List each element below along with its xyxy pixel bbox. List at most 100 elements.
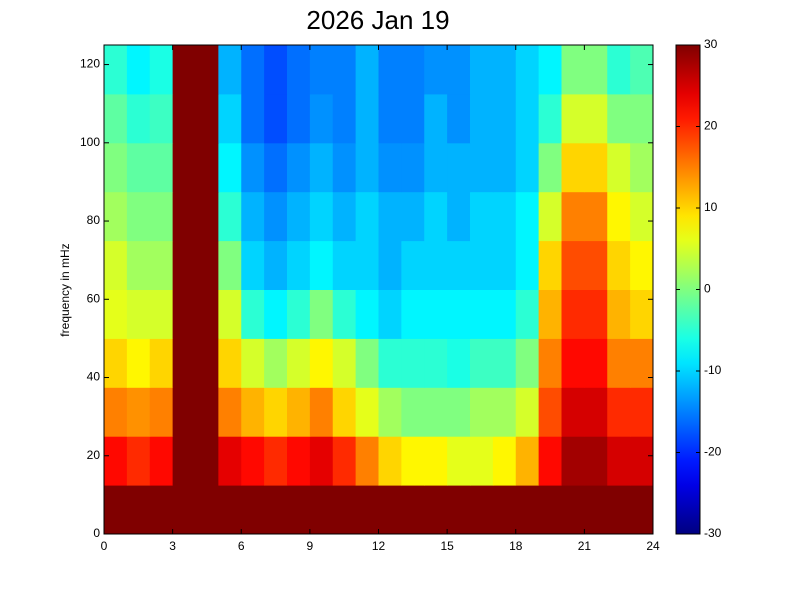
heatmap-cell	[218, 387, 242, 437]
heatmap-cell	[561, 45, 585, 95]
heatmap-cell	[264, 142, 288, 193]
heatmap-cell	[607, 93, 631, 144]
heatmap-cell	[492, 45, 517, 95]
y-axis-label: frequency in mHz	[58, 243, 72, 336]
heatmap-cell	[424, 338, 448, 388]
heatmap-cell	[264, 436, 288, 486]
heatmap-cell	[287, 142, 311, 193]
heatmap-cell	[264, 240, 288, 290]
heatmap-cell	[584, 387, 608, 437]
heatmap-cell	[584, 191, 608, 242]
heatmap-cell	[492, 142, 517, 193]
heatmap-cell	[309, 485, 334, 535]
heatmap-cell	[241, 338, 265, 388]
heatmap-cell	[584, 240, 608, 290]
heatmap-cell	[538, 45, 562, 95]
heatmap-cell	[309, 45, 334, 95]
y-tick-label: 0	[93, 526, 100, 540]
colorbar-tick-label: 30	[704, 37, 718, 51]
heatmap-cell	[332, 289, 357, 339]
heatmap-cell	[538, 191, 562, 242]
heatmap-cell	[561, 289, 585, 339]
heatmap-cell	[332, 45, 357, 95]
heatmap-cell	[515, 387, 540, 437]
heatmap-cell	[104, 45, 128, 95]
heatmap-cell	[149, 191, 174, 242]
heatmap-cell	[424, 485, 448, 535]
heatmap-cell	[218, 93, 242, 144]
heatmap-cell	[309, 142, 334, 193]
heatmap-cell	[607, 338, 631, 388]
heatmap-cell	[264, 387, 288, 437]
heatmap-cell	[401, 289, 425, 339]
heatmap-cell	[424, 45, 448, 95]
heatmap-cell	[104, 142, 128, 193]
heatmap-cell	[378, 485, 402, 535]
y-tick-label: 40	[87, 370, 101, 384]
heatmap-cell	[104, 191, 128, 242]
heatmap-cell	[126, 191, 151, 242]
heatmap-cell	[378, 436, 402, 486]
heatmap-cell	[630, 45, 654, 95]
x-tick-label: 12	[372, 539, 386, 553]
heatmap-cell	[287, 387, 311, 437]
heatmap-cell	[287, 485, 311, 535]
heatmap-cell	[424, 93, 448, 144]
heatmap-cell	[515, 240, 540, 290]
heatmap-cell	[584, 338, 608, 388]
colorbar-tick-label: 20	[704, 119, 718, 133]
heatmap-cell	[126, 93, 151, 144]
heatmap-cell	[470, 240, 494, 290]
heatmap-cell	[332, 240, 357, 290]
heatmap-cell	[538, 338, 562, 388]
heatmap-cell	[149, 338, 174, 388]
heatmap-cell	[492, 338, 517, 388]
heatmap-cell	[607, 387, 631, 437]
heatmap-cell	[355, 240, 379, 290]
heatmap-cell	[492, 387, 517, 437]
heatmap-cell	[447, 289, 471, 339]
heatmap-cell	[515, 142, 540, 193]
heatmap-cell	[241, 240, 265, 290]
heatmap-cell	[470, 289, 494, 339]
heatmap-cell	[630, 338, 654, 388]
heatmap-cell	[630, 289, 654, 339]
heatmap-cell	[309, 191, 334, 242]
heatmap-cell	[287, 338, 311, 388]
heatmap-cell	[126, 289, 151, 339]
heatmap-cell	[492, 289, 517, 339]
heatmap-cell	[149, 240, 174, 290]
heatmap-cell	[447, 240, 471, 290]
y-tick-label: 120	[80, 57, 100, 71]
heatmap-cell	[332, 436, 357, 486]
heatmap-cell	[126, 142, 151, 193]
heatmap-cell	[470, 338, 494, 388]
colorbar-tick-label: 0	[704, 282, 711, 296]
x-tick-label: 24	[646, 539, 660, 553]
heatmap-cell	[561, 142, 585, 193]
x-tick-label: 9	[307, 539, 314, 553]
heatmap-cell	[309, 387, 334, 437]
heatmap-cell	[607, 142, 631, 193]
heatmap-cell	[195, 191, 219, 242]
heatmap-cell	[149, 387, 174, 437]
heatmap-cell	[172, 240, 196, 290]
heatmap-cell	[515, 485, 540, 535]
heatmap-cell	[584, 485, 608, 535]
chart-title: 2026 Jan 19	[306, 5, 449, 35]
heatmap-cell	[149, 289, 174, 339]
heatmap-cell	[149, 436, 174, 486]
heatmap-cell	[104, 240, 128, 290]
heatmap-cell	[515, 289, 540, 339]
heatmap-cell	[332, 387, 357, 437]
heatmap-cell	[447, 191, 471, 242]
heatmap-cell	[355, 93, 379, 144]
heatmap-cell	[538, 93, 562, 144]
heatmap-cell	[515, 93, 540, 144]
heatmap-cell	[104, 338, 128, 388]
y-tick-label: 60	[87, 291, 101, 305]
heatmap-cell	[172, 436, 196, 486]
heatmap-cell	[287, 45, 311, 95]
y-tick-label: 80	[87, 213, 101, 227]
heatmap-cell	[515, 436, 540, 486]
